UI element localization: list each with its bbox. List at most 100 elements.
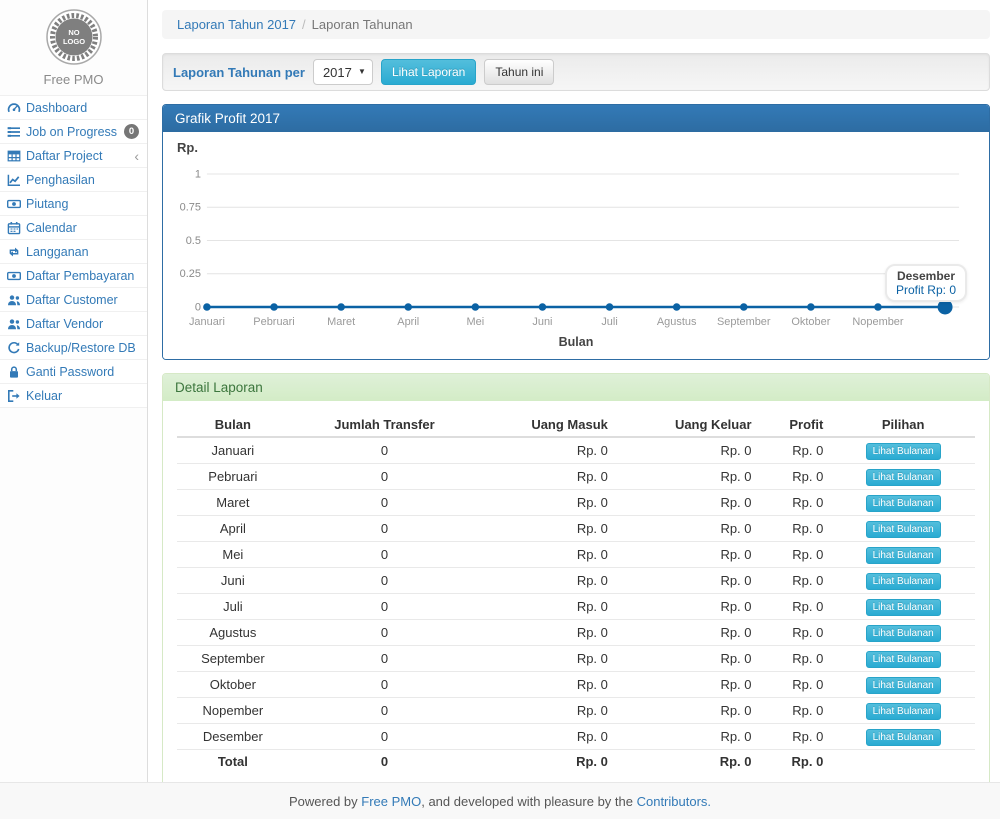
cell-bulan: April (177, 515, 289, 542)
sidebar: NO LOGO Free PMO Dashboard Job on Progres… (0, 0, 148, 782)
sidebar-item-daftar-project[interactable]: Daftar Project ‹ (0, 144, 147, 168)
chart-point-april[interactable] (404, 303, 413, 311)
cell-pilihan: Lihat Bulanan (831, 593, 975, 620)
lihat-bulanan-button[interactable]: Lihat Bulanan (865, 573, 941, 590)
chart-point-mei[interactable] (471, 303, 480, 311)
detail-laporan-panel: Detail Laporan Bulan Jumlah Transfer Uang … (162, 373, 990, 787)
cell-profit: Rp. 0 (759, 593, 832, 620)
cell-bulan: Mei (177, 541, 289, 568)
sidebar-item-label: Keluar (26, 388, 63, 403)
cell-uang-masuk: Rp. 0 (480, 723, 616, 750)
table-row-mei: Mei 0 Rp. 0 Rp. 0 Rp. 0 Lihat Bulanan (177, 541, 975, 568)
brand-name: Free PMO (43, 72, 104, 87)
sidebar-item-calendar[interactable]: Calendar (0, 216, 147, 240)
detail-table-wrap: Bulan Jumlah Transfer Uang Masuk Uang Kelua… (163, 401, 989, 786)
sidebar-item-langganan[interactable]: Langganan (0, 240, 147, 264)
y-tick-label: 0 (195, 301, 201, 313)
sidebar-item-label: Calendar (26, 220, 77, 235)
cell-bulan: Juni (177, 567, 289, 594)
lihat-bulanan-button[interactable]: Lihat Bulanan (865, 469, 941, 486)
cell-profit: Rp. 0 (759, 489, 832, 516)
x-tick-label: April (397, 316, 419, 328)
cell-jumlah-transfer: 0 (288, 671, 481, 698)
x-tick-label: Maret (327, 316, 355, 328)
chart-point-agustus[interactable] (672, 303, 681, 311)
sidebar-item-daftar-vendor[interactable]: Daftar Vendor (0, 312, 147, 336)
chart-point-nopember[interactable] (874, 303, 882, 311)
table-row-pebruari: Pebruari 0 Rp. 0 Rp. 0 Rp. 0 Lihat Bulanan (177, 463, 975, 490)
profit-line-chart[interactable]: 1 0.75 0.5 0.25 0 Januari Pebruari Maret April Me… (177, 158, 975, 334)
main-content: Laporan Tahun 2017 / Laporan Tahunan Lapor… (149, 0, 1000, 787)
sidebar-item-label: Dashboard (26, 100, 88, 115)
cell-jumlah-transfer: 0 (288, 436, 481, 464)
cell-profit: Rp. 0 (759, 697, 832, 724)
lihat-bulanan-button[interactable]: Lihat Bulanan (865, 443, 941, 460)
cell-profit: Rp. 0 (759, 463, 832, 490)
footer-text-middle: , and developed with pleasure by the (421, 793, 637, 809)
table-total-row: Total 0 Rp. 0 Rp. 0 Rp. 0 (177, 749, 975, 773)
sidebar-item-penghasilan[interactable]: Penghasilan (0, 168, 147, 192)
lihat-bulanan-button[interactable]: Lihat Bulanan (865, 651, 941, 668)
chart-point-september[interactable] (739, 303, 748, 311)
cell-uang-masuk: Rp. 0 (480, 593, 616, 620)
sidebar-item-job-on-progress[interactable]: Job on Progress 0 (0, 120, 147, 144)
tahun-ini-button[interactable]: Tahun ini (484, 59, 555, 85)
table-header-row: Bulan Jumlah Transfer Uang Masuk Uang Kelua… (177, 413, 975, 438)
cell-profit: Rp. 0 (759, 671, 832, 698)
chart-point-januari[interactable] (203, 303, 211, 311)
total-jumlah-transfer: 0 (288, 749, 481, 773)
cell-jumlah-transfer: 0 (288, 489, 481, 516)
sidebar-item-label: Piutang (26, 196, 69, 211)
lihat-bulanan-button[interactable]: Lihat Bulanan (865, 729, 941, 746)
lihat-bulanan-button[interactable]: Lihat Bulanan (865, 547, 941, 564)
lihat-bulanan-button[interactable]: Lihat Bulanan (865, 599, 941, 616)
sidebar-item-backup-restore-db[interactable]: Backup/Restore DB (0, 336, 147, 360)
chart-point-oktober[interactable] (807, 303, 815, 311)
cell-jumlah-transfer: 0 (288, 541, 481, 568)
year-select[interactable]: 2017 (312, 59, 373, 85)
chart-point-pebruari[interactable] (270, 303, 278, 311)
cell-bulan: Desember (177, 723, 289, 750)
x-tick-label: Mei (467, 316, 485, 328)
chart-panel-title: Grafik Profit 2017 (163, 105, 989, 132)
contributors-link[interactable]: Contributors. (636, 793, 712, 809)
lihat-bulanan-button[interactable]: Lihat Bulanan (865, 495, 941, 512)
cell-bulan: Nopember (177, 697, 289, 724)
total-profit: Rp. 0 (759, 749, 832, 773)
x-tick-label: Juni (532, 316, 552, 328)
sidebar-item-keluar[interactable]: Keluar (0, 384, 147, 408)
line-chart-icon (7, 173, 21, 187)
cell-uang-keluar: Rp. 0 (615, 541, 760, 568)
retweet-icon (7, 245, 21, 259)
breadcrumb-parent-link[interactable]: Laporan Tahun 2017 (177, 17, 297, 32)
y-tick-label: 0.5 (186, 235, 201, 247)
chart-point-desember[interactable] (937, 299, 953, 315)
cell-uang-keluar: Rp. 0 (615, 723, 760, 750)
users-icon (7, 317, 21, 331)
cell-uang-keluar: Rp. 0 (615, 515, 760, 542)
cell-profit: Rp. 0 (759, 723, 832, 750)
lihat-laporan-button[interactable]: Lihat Laporan (380, 59, 477, 85)
cell-pilihan: Lihat Bulanan (831, 723, 975, 750)
lihat-bulanan-button[interactable]: Lihat Bulanan (865, 703, 941, 720)
chart-point-juni[interactable] (538, 303, 547, 311)
y-tick-label: 1 (195, 168, 201, 180)
x-tick-label: Agustus (657, 316, 697, 328)
x-tick-label: Januari (189, 316, 225, 328)
cell-pilihan: Lihat Bulanan (831, 697, 975, 724)
chart-point-juli[interactable] (605, 303, 614, 311)
y-tick-label: 0.25 (180, 268, 201, 280)
cell-profit: Rp. 0 (759, 436, 832, 464)
sidebar-item-ganti-password[interactable]: Ganti Password (0, 360, 147, 384)
lihat-bulanan-button[interactable]: Lihat Bulanan (865, 677, 941, 694)
free-pmo-link[interactable]: Free PMO (361, 793, 422, 809)
cell-uang-masuk: Rp. 0 (480, 645, 616, 672)
lihat-bulanan-button[interactable]: Lihat Bulanan (865, 625, 941, 642)
logo-link[interactable]: NO LOGO Free PMO (0, 0, 147, 87)
sidebar-item-dashboard[interactable]: Dashboard (0, 96, 147, 120)
chart-point-maret[interactable] (337, 303, 345, 311)
sidebar-item-daftar-customer[interactable]: Daftar Customer (0, 288, 147, 312)
sidebar-item-daftar-pembayaran[interactable]: Daftar Pembayaran (0, 264, 147, 288)
lihat-bulanan-button[interactable]: Lihat Bulanan (865, 521, 941, 538)
sidebar-item-piutang[interactable]: Piutang (0, 192, 147, 216)
